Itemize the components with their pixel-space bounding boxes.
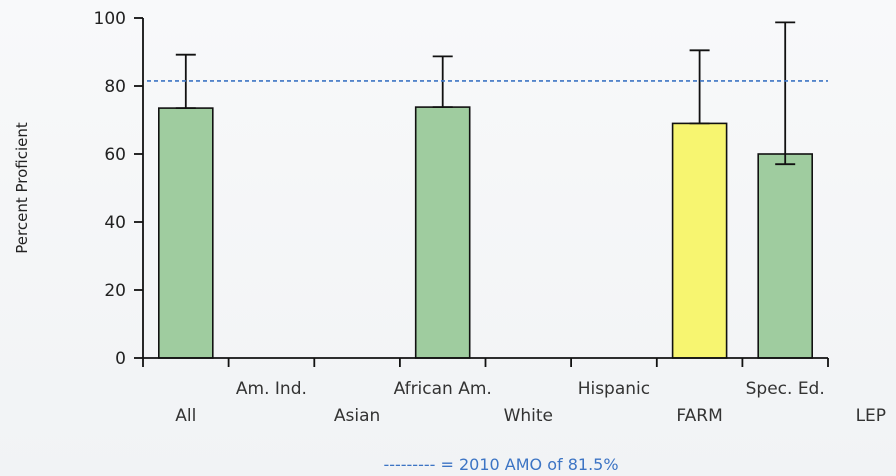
y-tick-label: 80 bbox=[104, 77, 126, 97]
y-tick-label: 0 bbox=[115, 349, 126, 369]
x-tick-label: Hispanic bbox=[578, 379, 650, 399]
x-tick-label: Spec. Ed. bbox=[746, 379, 825, 399]
reference-line-note: --------- = 2010 AMO of 81.5% bbox=[383, 455, 618, 474]
axis-layer: 0 20 40 60 80 100 bbox=[94, 9, 829, 369]
x-tick-label: All bbox=[175, 406, 196, 426]
y-tick-label: 60 bbox=[104, 145, 126, 165]
x-tick-label: FARM bbox=[676, 406, 722, 426]
x-tick-label: Asian bbox=[334, 406, 380, 426]
bar-african-am bbox=[414, 106, 471, 359]
y-axis-title: Percent Proficient bbox=[13, 122, 31, 254]
bars-layer bbox=[158, 106, 814, 359]
bar-all bbox=[158, 107, 214, 359]
bar-farm bbox=[671, 122, 728, 359]
labels-layer: All Am. Ind. Asian African Am. White Hispanic… bbox=[175, 379, 886, 426]
x-tick-label: Am. Ind. bbox=[236, 379, 307, 399]
y-tick-label: 100 bbox=[94, 9, 126, 29]
y-tick-label: 20 bbox=[104, 281, 126, 301]
x-tick-label: African Am. bbox=[394, 379, 492, 399]
x-tick-label: LEP bbox=[856, 406, 886, 426]
error-bars-layer bbox=[175, 21, 796, 166]
bar-spec-ed bbox=[757, 153, 814, 359]
x-tick-label: White bbox=[504, 406, 553, 426]
y-tick-label: 40 bbox=[104, 213, 126, 233]
